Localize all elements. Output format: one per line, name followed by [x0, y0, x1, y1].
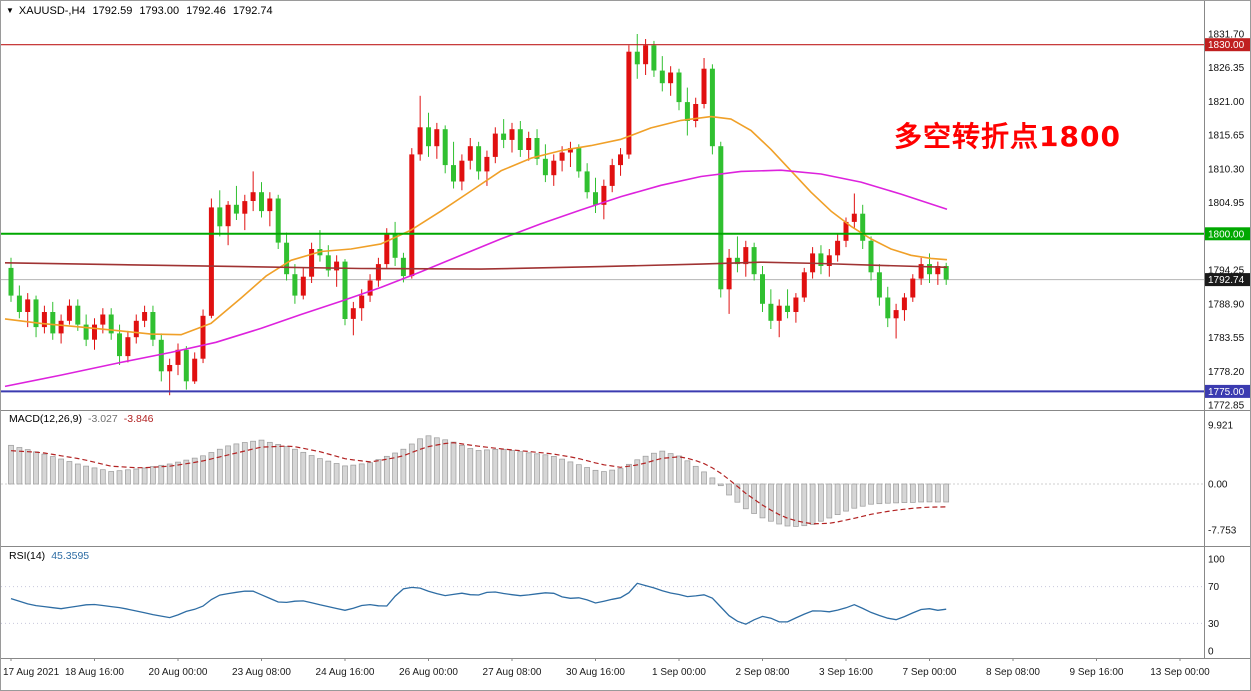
svg-text:17 Aug 2021: 17 Aug 2021 — [3, 667, 60, 678]
svg-text:8 Sep 08:00: 8 Sep 08:00 — [986, 667, 1040, 678]
ma-slow-magenta-line — [4, 169, 948, 388]
svg-text:1821.00: 1821.00 — [1208, 97, 1245, 108]
svg-text:1810.30: 1810.30 — [1208, 164, 1245, 175]
ohlc-high-value: 1793.00 — [139, 5, 180, 17]
macd-main-value: -3.027 — [87, 413, 118, 425]
svg-text:3 Sep 16:00: 3 Sep 16:00 — [819, 667, 873, 678]
ma-flat-darkred-line — [4, 261, 948, 270]
svg-text:1 Sep 00:00: 1 Sep 00:00 — [652, 667, 706, 678]
price-badge-1800.00 — [1205, 227, 1250, 241]
macd-panel[interactable]: 9.921 0.00 -7.753 — [1, 421, 1237, 537]
svg-text:1783.55: 1783.55 — [1208, 333, 1245, 344]
macd-indicator-label: MACD(12,26,9) -3.027 -3.846 — [9, 413, 154, 425]
svg-text:13 Sep 00:00: 13 Sep 00:00 — [1150, 667, 1210, 678]
svg-text:20 Aug 00:00: 20 Aug 00:00 — [149, 667, 208, 678]
svg-text:9.921: 9.921 — [1208, 421, 1233, 432]
macd-signal-line — [10, 442, 947, 525]
price-badge-1792.74 — [1205, 273, 1250, 287]
macd-signal-value: -3.846 — [123, 413, 154, 425]
svg-text:1788.90: 1788.90 — [1208, 299, 1245, 310]
svg-text:1804.95: 1804.95 — [1208, 198, 1245, 209]
collapse-arrow-icon[interactable]: ▼ — [6, 6, 14, 15]
svg-text:26 Aug 00:00: 26 Aug 00:00 — [399, 667, 458, 678]
svg-text:7 Sep 00:00: 7 Sep 00:00 — [903, 667, 957, 678]
svg-text:100: 100 — [1208, 555, 1225, 566]
ohlc-close-value: 1792.74 — [232, 5, 273, 17]
chart-title: ▼ XAUUSD-,H4 1792.59 1793.00 1792.46 1792.74 — [6, 5, 273, 17]
time-axis[interactable]: 17 Aug 2021 18 Aug 16:00 20 Aug 00:00 23 Au… — [3, 658, 1210, 678]
svg-text:1831.70: 1831.70 — [1208, 30, 1245, 41]
main-price-panel[interactable] — [1, 34, 1204, 396]
svg-text:1830.00: 1830.00 — [1208, 40, 1245, 51]
svg-text:27 Aug 08:00: 27 Aug 08:00 — [483, 667, 542, 678]
svg-text:2 Sep 08:00: 2 Sep 08:00 — [736, 667, 790, 678]
svg-text:70: 70 — [1208, 582, 1220, 593]
ohlc-low-value: 1792.46 — [186, 5, 226, 17]
ohlc-open-value: 1792.59 — [92, 5, 133, 17]
svg-text:30 Aug 16:00: 30 Aug 16:00 — [566, 667, 625, 678]
rsi-line — [10, 582, 947, 625]
svg-text:18 Aug 16:00: 18 Aug 16:00 — [65, 667, 124, 678]
ma-fast-orange-line — [4, 115, 948, 336]
svg-text:1778.20: 1778.20 — [1208, 367, 1245, 378]
rsi-indicator-label: RSI(14) 45.3595 — [9, 550, 89, 562]
macd-name: MACD(12,26,9) — [9, 413, 82, 425]
rsi-name: RSI(14) — [9, 550, 46, 562]
chart-annotation-text[interactable]: 多空转折点1800 — [894, 120, 1121, 153]
svg-text:1792.74: 1792.74 — [1208, 275, 1245, 286]
svg-text:1826.35: 1826.35 — [1208, 63, 1245, 74]
price-badge-1775.00 — [1205, 384, 1250, 398]
svg-text:30: 30 — [1208, 619, 1220, 630]
rsi-value: 45.3595 — [51, 550, 90, 562]
svg-text:-7.753: -7.753 — [1208, 526, 1237, 537]
candles-layer — [8, 34, 949, 396]
rsi-panel[interactable]: 100 70 30 0 — [1, 555, 1225, 658]
svg-text:1815.65: 1815.65 — [1208, 131, 1245, 142]
svg-text:1794.25: 1794.25 — [1208, 266, 1245, 277]
price-badge-1830.00 — [1205, 38, 1250, 52]
svg-text:9 Sep 16:00: 9 Sep 16:00 — [1070, 667, 1124, 678]
svg-text:24 Aug 16:00: 24 Aug 16:00 — [316, 667, 375, 678]
price-axis[interactable]: 1831.70 1826.35 1821.00 1815.65 1810.30 1804.… — [1205, 30, 1250, 412]
svg-text:23 Aug 08:00: 23 Aug 08:00 — [232, 667, 291, 678]
svg-text:1772.85: 1772.85 — [1208, 401, 1245, 412]
svg-text:1800.00: 1800.00 — [1208, 229, 1245, 240]
svg-text:1775.00: 1775.00 — [1208, 387, 1245, 398]
svg-text:0: 0 — [1208, 647, 1214, 658]
svg-text:0.00: 0.00 — [1208, 480, 1228, 491]
symbol-period-label: XAUUSD-,H4 — [18, 5, 86, 17]
